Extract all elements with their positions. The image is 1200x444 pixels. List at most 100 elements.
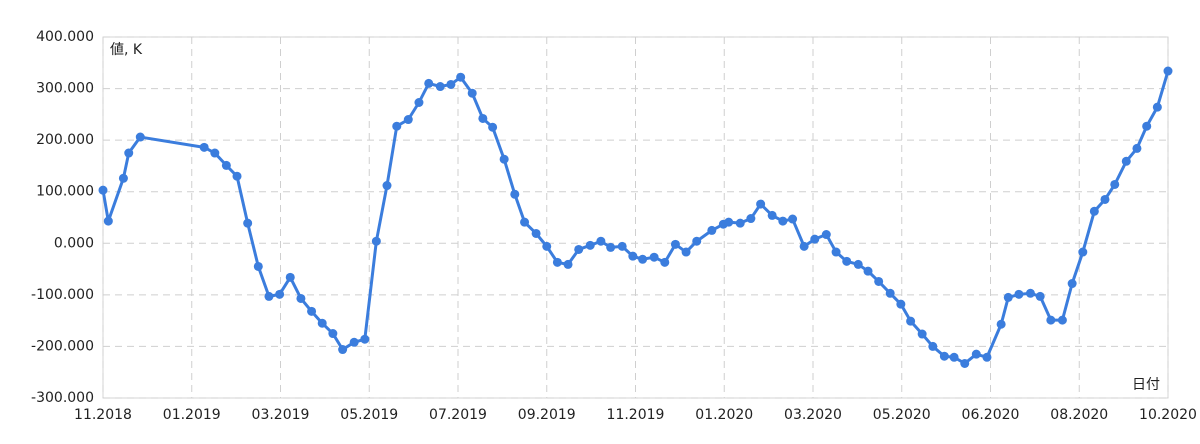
x-tick-label: 01.2020: [695, 407, 753, 423]
data-point: [1025, 288, 1035, 298]
x-tick-label: 10.2020: [1139, 407, 1197, 423]
data-point: [670, 239, 680, 249]
data-point: [960, 358, 970, 368]
data-point: [1046, 315, 1056, 325]
data-point: [885, 288, 895, 298]
data-point: [446, 79, 456, 89]
data-point: [949, 352, 959, 362]
data-point: [906, 316, 916, 326]
data-point: [1152, 102, 1162, 112]
data-point: [628, 251, 638, 261]
data-point: [1100, 194, 1110, 204]
data-point: [360, 334, 370, 344]
x-tick-label: 05.2019: [340, 407, 398, 423]
data-point: [660, 257, 670, 267]
data-point: [232, 171, 242, 181]
data-point: [649, 252, 659, 262]
data-point: [328, 329, 338, 339]
data-point: [338, 345, 348, 355]
x-axis-title: 日付: [1132, 377, 1160, 393]
y-tick-label: -100.000: [31, 287, 94, 303]
data-point: [707, 225, 717, 235]
x-tick-label: 03.2020: [784, 407, 842, 423]
data-point: [756, 199, 766, 209]
data-point: [210, 148, 220, 158]
data-point: [510, 189, 520, 199]
data-point: [810, 234, 820, 244]
data-point: [831, 247, 841, 257]
x-tick-label: 03.2019: [252, 407, 310, 423]
data-point: [296, 293, 306, 303]
data-point: [392, 121, 402, 131]
data-point: [456, 72, 466, 82]
data-point: [414, 97, 424, 107]
data-point: [1132, 143, 1142, 153]
data-point: [1035, 291, 1045, 301]
data-point: [617, 241, 627, 251]
data-point: [124, 148, 134, 158]
data-point: [746, 214, 756, 224]
data-point: [1014, 289, 1024, 299]
data-point: [821, 230, 831, 240]
data-point: [1089, 206, 1099, 216]
data-point: [996, 319, 1006, 329]
data-point: [596, 236, 606, 246]
x-tick-label: 08.2020: [1050, 407, 1108, 423]
x-tick-label: 05.2020: [873, 407, 931, 423]
y-tick-label: 100.000: [36, 184, 94, 200]
data-point: [982, 352, 992, 362]
y-tick-label: -200.000: [31, 338, 94, 354]
x-tick-label: 11.2018: [74, 407, 132, 423]
data-point: [1078, 247, 1088, 257]
x-tick-label: 11.2019: [607, 407, 665, 423]
data-point: [349, 337, 359, 347]
data-point: [724, 217, 734, 227]
data-point: [371, 236, 381, 246]
data-point: [520, 217, 530, 227]
y-tick-label: 300.000: [36, 81, 94, 97]
y-tick-label: -300.000: [31, 390, 94, 406]
data-point: [199, 142, 209, 152]
data-point: [692, 236, 702, 246]
data-point: [928, 341, 938, 351]
data-point: [1163, 66, 1173, 76]
data-point: [435, 82, 445, 92]
data-point: [917, 329, 927, 339]
data-point: [552, 257, 562, 267]
y-tick-label: 200.000: [36, 132, 94, 148]
x-tick-label: 06.2020: [962, 407, 1020, 423]
data-point: [1142, 121, 1152, 131]
data-point: [275, 289, 285, 299]
data-point: [788, 214, 798, 224]
data-point: [1003, 292, 1013, 302]
data-point: [1121, 156, 1131, 166]
data-point: [317, 318, 327, 328]
data-point: [799, 241, 809, 251]
data-point: [221, 160, 231, 170]
data-point: [606, 242, 616, 252]
data-point: [382, 181, 392, 191]
data-point: [735, 218, 745, 228]
data-point: [574, 244, 584, 254]
data-point: [778, 216, 788, 226]
x-tick-label: 01.2019: [163, 407, 221, 423]
x-tick-label: 07.2019: [429, 407, 487, 423]
data-point: [638, 254, 648, 264]
data-point: [467, 88, 477, 98]
data-point: [767, 210, 777, 220]
data-point: [531, 228, 541, 238]
data-point: [971, 349, 981, 359]
data-point: [1110, 179, 1120, 189]
data-point: [939, 351, 949, 361]
data-point: [478, 113, 488, 123]
y-tick-label: 0.000: [54, 235, 94, 251]
data-point: [307, 306, 317, 316]
data-point: [285, 272, 295, 282]
data-point: [135, 132, 145, 142]
y-axis-title: 値, K: [110, 42, 143, 58]
data-point: [863, 266, 873, 276]
data-point: [253, 261, 263, 271]
data-point: [488, 122, 498, 132]
data-point: [563, 259, 573, 269]
